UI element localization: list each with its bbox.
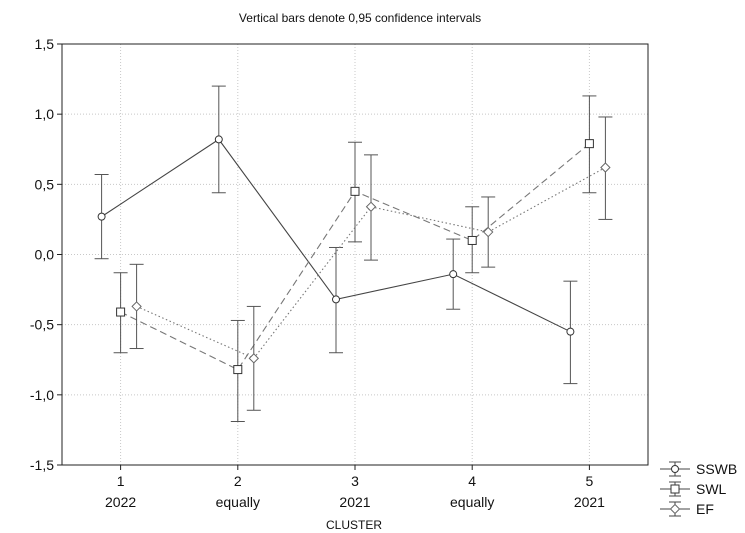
x-tick-label: 5 (586, 473, 594, 489)
legend-item-ef: EF (660, 501, 714, 517)
chart-title: Vertical bars denote 0,95 confidence int… (239, 11, 481, 25)
x-tick-label: 2 (234, 473, 242, 489)
marker-diamond (248, 353, 260, 364)
y-tick-label: 1,0 (35, 106, 55, 122)
y-tick-label: 0,0 (35, 247, 55, 263)
marker-square (116, 307, 126, 317)
marker-circle (671, 465, 679, 473)
x-tick-sublabel: 2022 (105, 494, 136, 510)
legend: SSWB SWL EF (660, 461, 737, 517)
x-tick-sublabel: 2021 (574, 494, 605, 510)
marker-diamond (600, 162, 611, 173)
y-tick-label: -0,5 (30, 317, 54, 333)
marker-circle (449, 270, 458, 279)
x-tick-label: 3 (351, 473, 359, 489)
series-ef (129, 116, 613, 411)
legend-label: EF (696, 501, 714, 517)
y-tick-label: -1,0 (30, 387, 54, 403)
x-tick-label: 1 (117, 473, 125, 489)
marker-diamond (669, 503, 681, 515)
axes: -1,5 -1,0 -0,5 0,0 0,5 1,0 1,5 1 2022 2 equally 3 20… (30, 36, 649, 510)
marker-circle (332, 295, 340, 304)
legend-item-swl: SWL (660, 481, 727, 497)
y-tick-label: 1,5 (35, 36, 55, 52)
y-tick-label: -1,5 (30, 457, 54, 473)
marker-square (584, 139, 594, 149)
marker-circle (97, 212, 106, 221)
marker-diamond (365, 201, 377, 212)
legend-label: SWL (696, 481, 727, 497)
legend-label: SSWB (696, 461, 737, 477)
series-swl (113, 95, 597, 422)
x-tick-sublabel: equally (450, 494, 494, 510)
marker-square (350, 186, 360, 196)
x-tick-label: 4 (468, 473, 476, 489)
marker-square (467, 235, 477, 245)
x-tick-sublabel: equally (216, 494, 260, 510)
x-axis-label: CLUSTER (326, 518, 382, 532)
x-tick-sublabel: 2021 (339, 494, 370, 510)
marker-circle (214, 135, 223, 144)
marker-square (233, 365, 243, 375)
series-sswb (94, 85, 578, 385)
marker-square (670, 484, 680, 494)
marker-circle (566, 327, 575, 336)
series-layer (94, 85, 613, 422)
marker-diamond (131, 301, 142, 312)
marker-diamond (482, 226, 494, 238)
legend-item-sswb: SSWB (660, 461, 737, 477)
y-tick-label: 0,5 (35, 176, 55, 192)
series-line (136, 167, 606, 360)
grid-layer (62, 44, 648, 465)
